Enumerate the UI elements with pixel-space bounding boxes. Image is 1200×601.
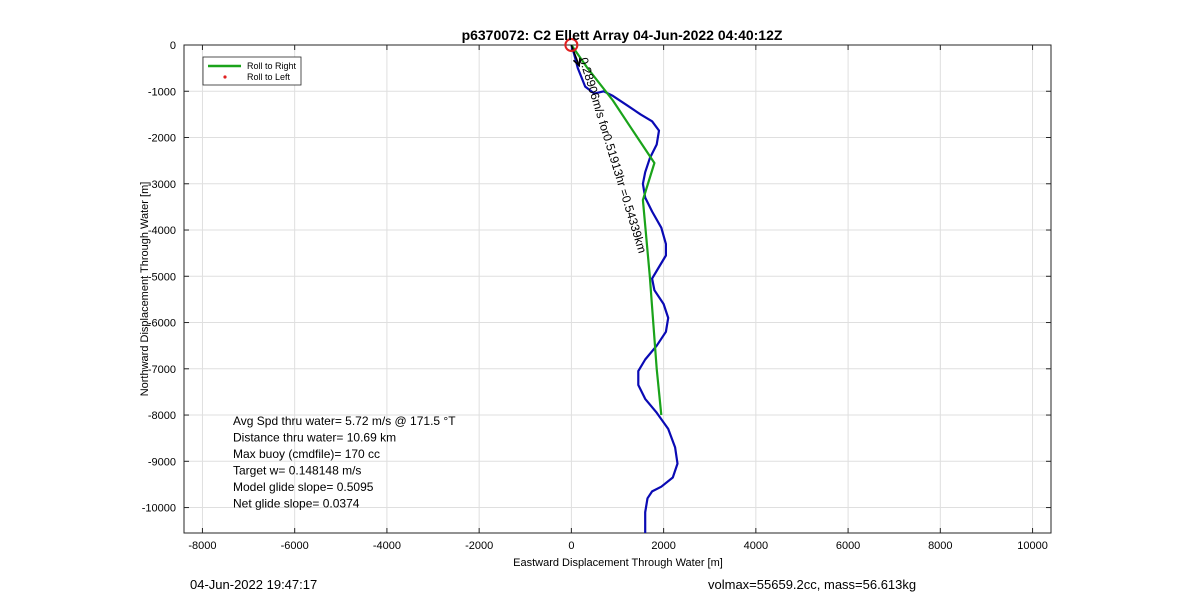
current-arrow (570, 44, 580, 67)
y-tick-label: -5000 (148, 271, 176, 283)
stats-annotation: Net glide slope= 0.0374 (233, 497, 360, 511)
legend-label: Roll to Right (247, 61, 297, 71)
y-tick-label: -1000 (148, 86, 176, 98)
stats-annotation: Max buoy (cmdfile)= 170 cc (233, 447, 380, 461)
stats-annotation: Distance thru water= 10.69 km (233, 431, 396, 445)
axis-ticks: -8000 -6000 -4000 -2000 0 2000 4000 6000 8000 100… (142, 40, 1051, 552)
y-tick-label: -7000 (148, 364, 176, 376)
x-tick-label: 4000 (744, 540, 768, 552)
legend-box (202, 56, 302, 86)
stats-annotation: Avg Spd thru water= 5.72 m/s @ 171.5 °T (233, 414, 456, 428)
y-tick-label: -8000 (148, 410, 176, 422)
x-tick-label: -4000 (373, 540, 401, 552)
x-tick-label: -6000 (281, 540, 309, 552)
y-tick-label: -9000 (148, 456, 176, 468)
annotations: Avg Spd thru water= 5.72 m/s @ 171.5 °T D… (233, 414, 456, 511)
stats-annotation: Target w= 0.148148 m/s (233, 464, 361, 478)
y-tick-label: -2000 (148, 133, 176, 145)
legend-label: Roll to Left (247, 72, 291, 82)
current-arrow-head (572, 57, 581, 68)
plot-frame (183, 44, 1052, 534)
x-axis-label: Eastward Displacement Through Water [m] (513, 557, 723, 569)
y-tick-label: 0 (170, 40, 176, 52)
footer-timestamp: 04-Jun-2022 19:47:17 (190, 577, 318, 592)
x-tick-label: 8000 (928, 540, 952, 552)
x-tick-label: 10000 (1017, 540, 1048, 552)
legend-swatch-dot (223, 75, 227, 79)
y-tick-label: -6000 (148, 318, 176, 330)
y-tick-label: -10000 (142, 503, 176, 515)
x-tick-label: 2000 (651, 540, 675, 552)
footer-volmax-mass: volmax=55659.2cc, mass=56.613kg (708, 577, 917, 592)
x-tick-label: -8000 (188, 540, 216, 552)
trajectory-line (570, 44, 679, 533)
x-tick-label: 0 (568, 540, 574, 552)
stats-annotation: Model glide slope= 0.5095 (233, 480, 374, 494)
roll-right-line (570, 44, 663, 416)
y-axis-label: Northward Displacement Through Water [m] (139, 182, 151, 397)
chart-title: p6370072: C2 Ellett Array 04-Jun-2022 04… (462, 27, 783, 43)
x-tick-label: 6000 (836, 540, 860, 552)
y-tick-label: -3000 (148, 179, 176, 191)
start-marker (564, 38, 579, 52)
y-tick-label: -4000 (148, 225, 176, 237)
x-tick-label: -2000 (465, 540, 493, 552)
